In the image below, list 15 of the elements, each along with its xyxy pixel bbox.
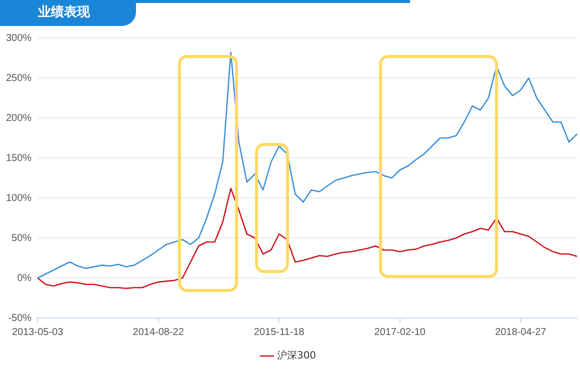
y-tick-label: -50% [8, 312, 32, 324]
x-tick-label: 2014-08-22 [132, 326, 184, 338]
x-tick-label: 2013-05-03 [12, 326, 64, 338]
y-tick-label: 250% [6, 72, 32, 84]
x-tick-label: 2018-04-27 [495, 326, 547, 338]
y-tick-label: 300% [6, 32, 32, 44]
y-tick-label: 150% [6, 152, 32, 164]
y-tick-label: 200% [6, 112, 32, 124]
legend-label: 沪深300 [276, 350, 316, 362]
y-tick-label: 0% [17, 272, 32, 284]
y-tick-label: 100% [6, 192, 32, 204]
x-tick-label: 2017-02-10 [374, 326, 426, 338]
x-tick-label: 2015-11-18 [254, 326, 305, 338]
y-tick-label: 50% [12, 232, 32, 244]
chart-title: 业绩表现 [0, 0, 136, 26]
